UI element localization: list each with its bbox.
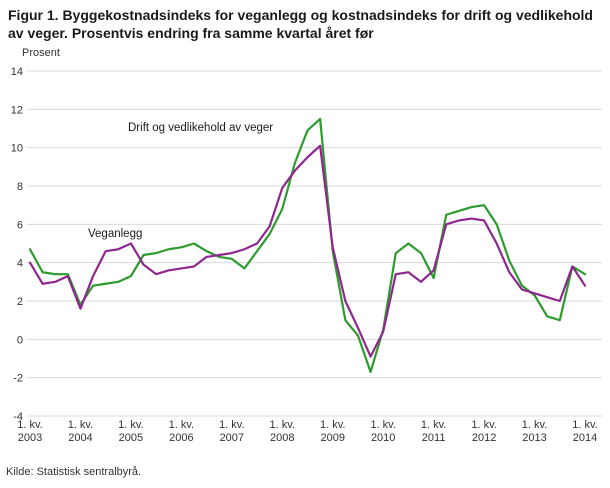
- x-tick-year: 2008: [270, 432, 294, 444]
- x-tick-label: 1. kv.: [270, 419, 295, 431]
- x-tick-label: 1. kv.: [17, 419, 42, 431]
- x-tick-label: 1. kv.: [68, 419, 93, 431]
- series-line-drift-og-vedlikehold: [28, 117, 587, 374]
- x-tick-label: 1. kv.: [370, 419, 395, 431]
- x-tick-year: 2012: [472, 432, 496, 444]
- source-note: Kilde: Statistisk sentralbyrå.: [6, 466, 142, 478]
- y-tick-label: 14: [11, 66, 23, 78]
- y-tick-label: 6: [17, 219, 23, 231]
- x-tick-year: 2006: [169, 432, 193, 444]
- y-tick-label: 2: [17, 296, 23, 308]
- x-tick-year: 2005: [119, 432, 143, 444]
- series-label-veganlegg: Veganlegg: [88, 228, 142, 240]
- x-tick-year: 2009: [320, 432, 344, 444]
- x-tick-label: 1. kv.: [572, 419, 597, 431]
- x-tick-year: 2010: [371, 432, 395, 444]
- x-tick-label: 1. kv.: [471, 419, 496, 431]
- x-tick-label: 1. kv.: [219, 419, 244, 431]
- x-tick-year: 2014: [573, 432, 597, 444]
- y-tick-label: 0: [17, 334, 23, 346]
- x-tick-year: 2013: [522, 432, 546, 444]
- series-label-drift-og-vedlikehold: Drift og vedlikehold av veger: [128, 122, 273, 134]
- y-tick-label: 8: [17, 181, 23, 193]
- x-tick-year: 2011: [422, 432, 446, 444]
- y-tick-label: -2: [13, 373, 23, 385]
- x-tick-label: 1. kv.: [169, 419, 194, 431]
- y-tick-label: 4: [17, 258, 23, 270]
- x-tick-label: 1. kv.: [421, 419, 446, 431]
- x-tick-label: 1. kv.: [118, 419, 143, 431]
- x-tick-label: 1. kv.: [522, 419, 547, 431]
- x-tick-year: 2004: [68, 432, 92, 444]
- x-tick-label: 1. kv.: [320, 419, 345, 431]
- x-tick-year: 2003: [18, 432, 42, 444]
- y-tick-label: -4: [13, 411, 23, 423]
- y-axis-unit-label: Prosent: [22, 47, 60, 59]
- chart-title: Figur 1. Byggekostnadsindeks for veganle…: [8, 7, 593, 42]
- x-tick-year: 2007: [220, 432, 244, 444]
- y-tick-label: 12: [11, 104, 23, 116]
- series-line-veganlegg: [28, 144, 587, 358]
- y-tick-label: 10: [11, 143, 23, 155]
